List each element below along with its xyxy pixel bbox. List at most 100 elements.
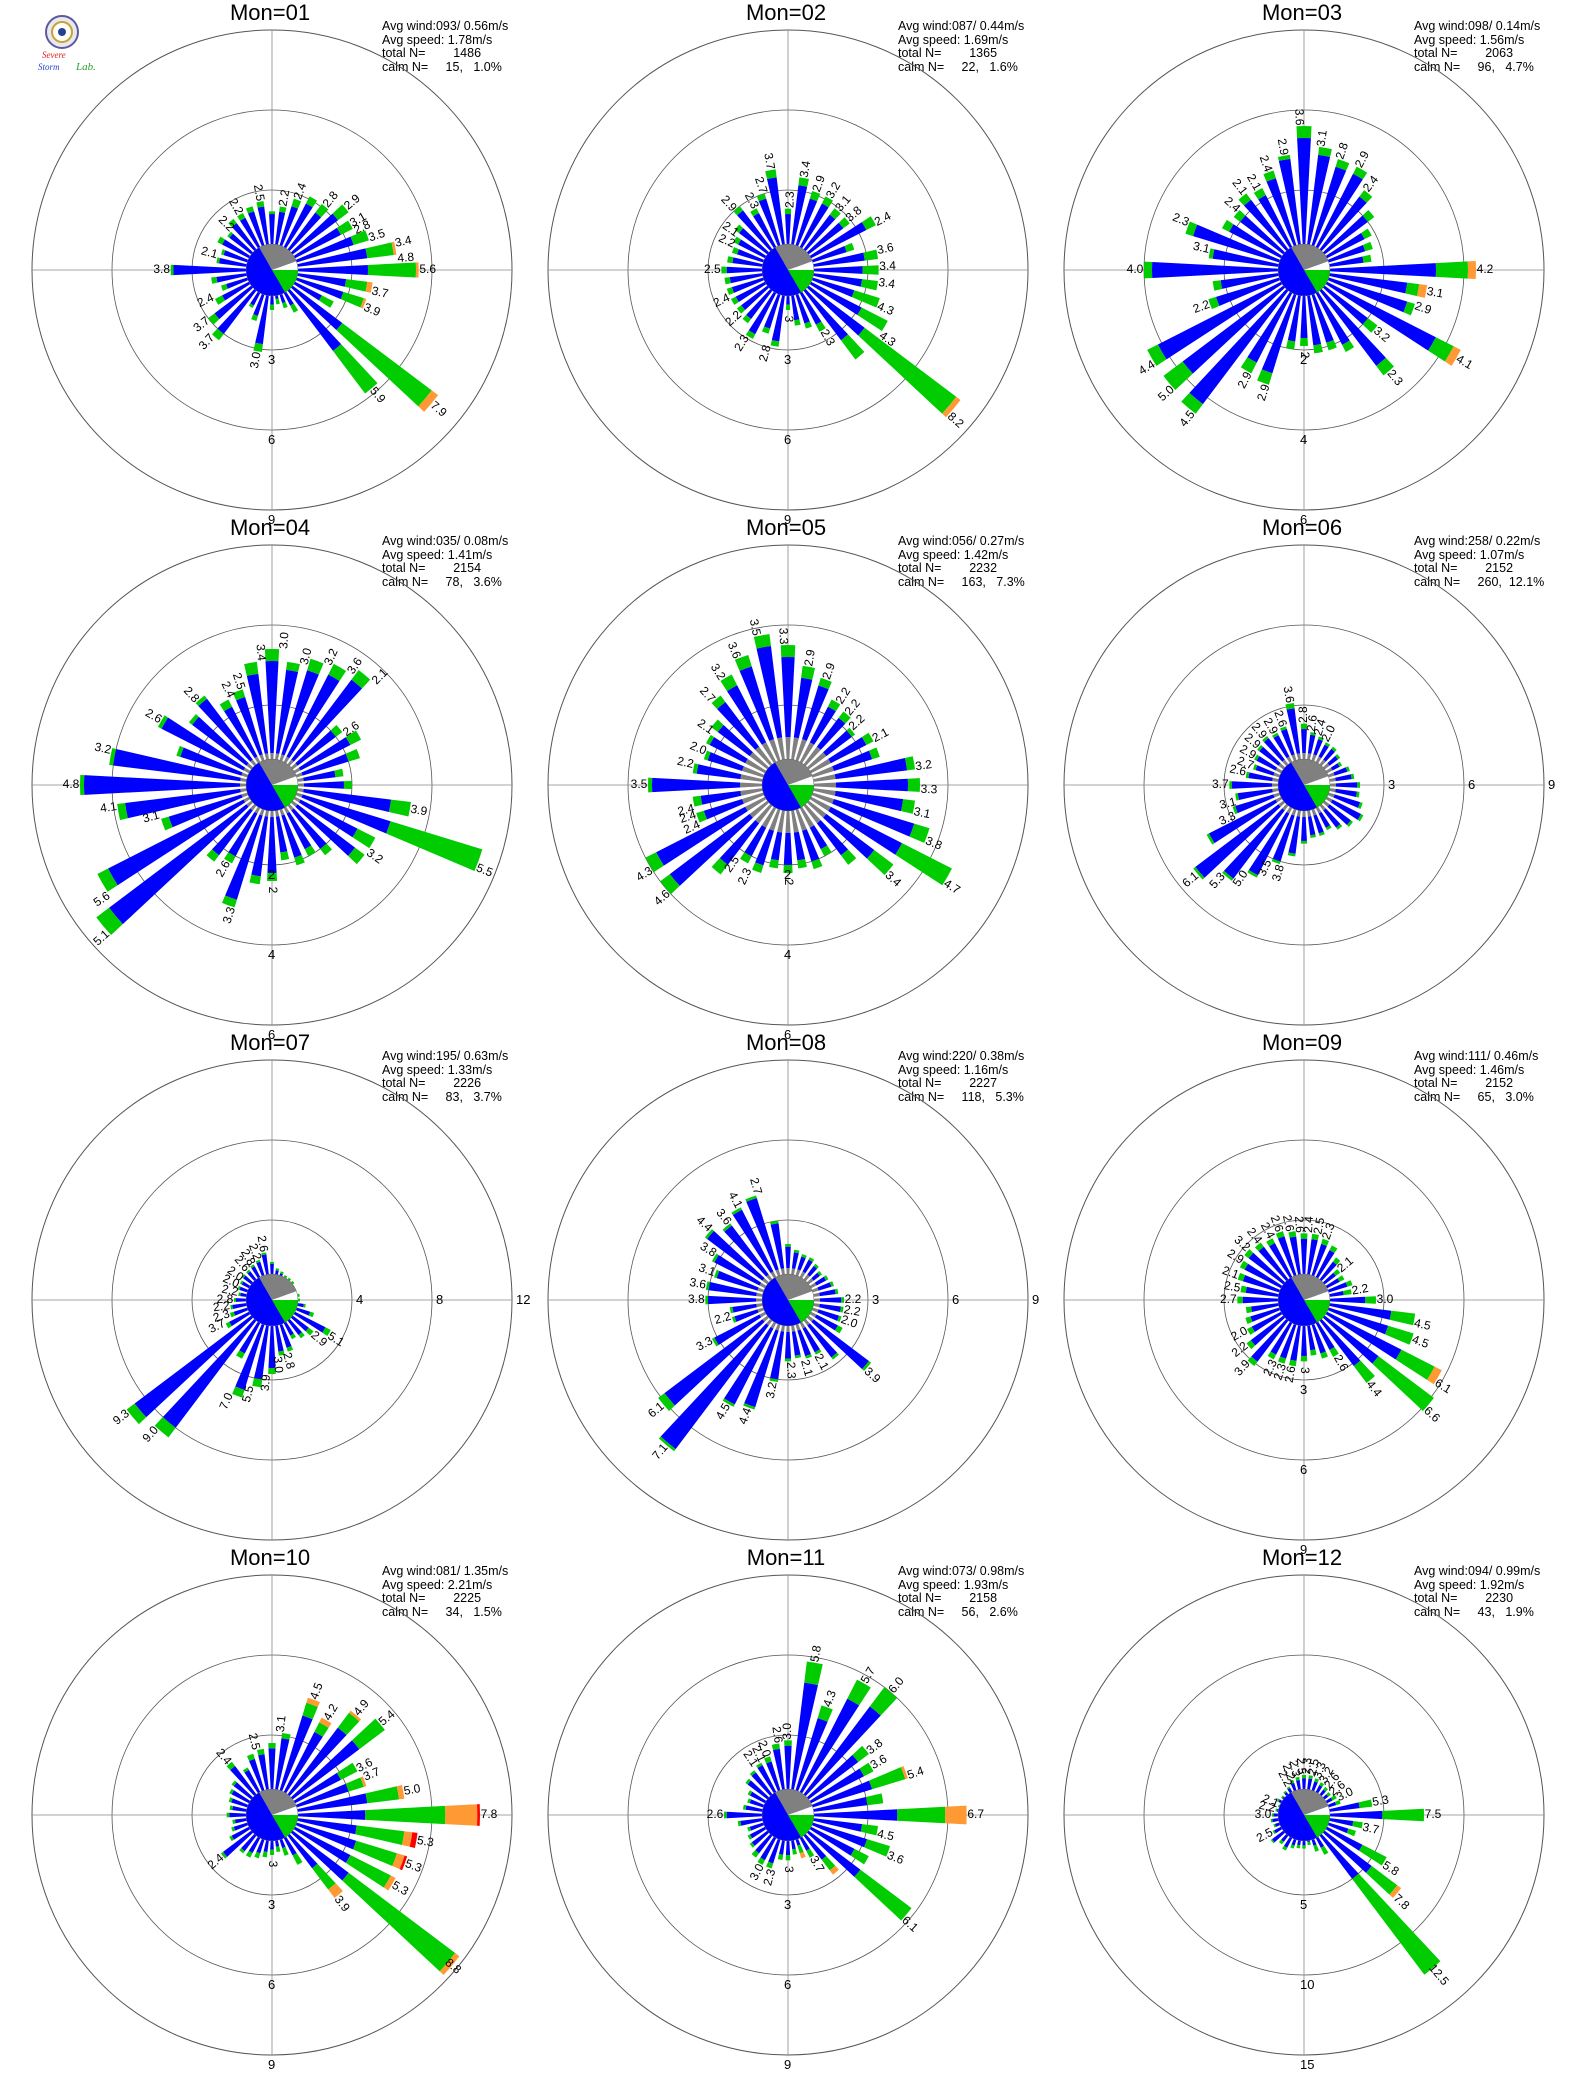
wind-wedge-segment — [1313, 739, 1323, 756]
wind-wedge-segment — [1144, 261, 1153, 279]
wind-wedge-segment — [1286, 1786, 1291, 1790]
wedge-value-label: 2.6 — [1280, 1214, 1297, 1234]
wind-wedge-segment — [275, 669, 299, 754]
avg-speed-line: Avg speed: 2.21m/s — [382, 1577, 493, 1592]
wind-wedge-segment — [817, 1705, 833, 1722]
wind-wedge-segment — [1331, 746, 1337, 752]
wind-rose-panel: Mon=08 Avg wind:220/ 0.38m/s Avg speed: 1.… — [526, 1030, 1046, 1545]
wedge-value-label: 2.7 — [752, 175, 771, 196]
wind-wedge-segment — [281, 1732, 291, 1740]
wind-wedge-segment — [1312, 277, 1368, 325]
wind-wedge-segment — [1362, 254, 1372, 263]
wind-wedge-segment — [1254, 1242, 1264, 1252]
wind-wedge-segment — [1301, 1775, 1307, 1779]
wind-wedge-segment — [295, 730, 336, 766]
wind-wedge-segment — [1326, 339, 1337, 351]
wedge-value-label: 3.2 — [914, 757, 933, 773]
wind-wedge-segment — [1277, 1356, 1287, 1364]
calm-n-line: calm N= 15, 1.0% — [382, 59, 502, 74]
center-pie-blue — [762, 1277, 801, 1326]
wind-wedge-segment — [1270, 1818, 1273, 1823]
ring-label: 2 — [268, 867, 275, 882]
wedge-value-label: 4.8 — [63, 777, 80, 791]
stats-block: Avg wind:111/ 0.46m/s Avg speed: 1.46m/s t… — [1414, 1049, 1538, 1104]
wind-wedge-segment — [1361, 228, 1372, 240]
wind-wedge-segment — [784, 208, 792, 215]
wind-wedge-segment — [799, 1851, 806, 1859]
wind-wedge-segment — [802, 1259, 813, 1274]
wind-wedge-segment — [195, 695, 208, 707]
wind-wedge-segment — [1275, 1808, 1278, 1812]
wind-wedge-segment — [743, 1804, 747, 1810]
wind-wedge-segment — [344, 279, 368, 292]
wind-wedge-segment — [1337, 761, 1343, 767]
wind-wedge-segment — [745, 1195, 757, 1202]
wind-wedge-segment — [664, 1319, 765, 1406]
wind-wedge-segment — [1312, 215, 1368, 263]
wind-wedge-segment — [1403, 301, 1415, 316]
wind-wedge-segment — [399, 1855, 408, 1871]
wind-wedge-segment — [1208, 799, 1278, 844]
wind-wedge-segment — [755, 829, 774, 866]
wind-wedge-segment — [802, 685, 829, 741]
wind-wedge-segment — [1435, 261, 1468, 279]
wind-wedge-segment — [829, 1281, 834, 1287]
wind-wedge-segment — [343, 780, 352, 790]
wind-wedge-segment — [724, 277, 731, 285]
wind-wedge-segment — [274, 1319, 284, 1352]
wind-wedge-segment — [216, 257, 221, 264]
wind-wedge-segment — [1318, 831, 1325, 837]
wind-wedge-segment — [162, 1314, 260, 1428]
wind-wedge-segment — [820, 845, 832, 857]
wind-wedge-segment — [1262, 736, 1269, 743]
wind-rose-chart: 510153.02.22.12.22.22.32.52.32.53.33.22.… — [1063, 1574, 1545, 2072]
wind-wedge-segment — [220, 284, 228, 291]
wind-wedge-segment — [225, 814, 263, 900]
wind-wedge-segment — [328, 1883, 343, 1899]
wind-wedge-segment — [383, 1875, 396, 1891]
wind-wedge-segment — [791, 1331, 801, 1356]
wedge-value-label: 2 — [266, 887, 280, 894]
wind-wedge-segment — [1258, 195, 1299, 260]
wind-wedge-segment — [97, 868, 118, 892]
wind-wedge-segment — [279, 1817, 357, 1850]
wind-wedge-segment — [248, 303, 254, 309]
wind-wedge-segment — [645, 852, 664, 873]
wedge-value-label: 2.4 — [290, 181, 309, 202]
total-n-line: total N= 2232 — [898, 561, 998, 575]
wedge-value-label: 5.0 — [403, 1781, 422, 1798]
ring-label: 15 — [1300, 2057, 1314, 2072]
wind-wedge-segment — [180, 747, 243, 776]
wind-wedge-segment — [275, 298, 280, 305]
wind-wedge-segment — [1353, 1360, 1375, 1384]
wind-wedge-segment — [795, 1780, 873, 1813]
wind-wedge-segment — [1229, 781, 1233, 789]
wind-wedge-segment — [257, 1748, 265, 1756]
wedge-value-label: 5.5 — [474, 860, 495, 879]
panel-title: Mon=08 — [745, 1030, 827, 1055]
wind-wedge-segment — [1280, 726, 1287, 731]
ring-label: 6 — [784, 432, 791, 447]
wind-wedge-segment — [254, 1319, 270, 1380]
wind-wedge-segment — [206, 849, 220, 862]
wind-wedge-segment — [1320, 1845, 1329, 1855]
wind-wedge-segment — [1212, 280, 1223, 291]
wind-wedge-segment — [1345, 766, 1350, 772]
wind-wedge-segment — [1278, 158, 1303, 259]
wind-wedge-segment — [860, 1824, 878, 1836]
center-pie-outline — [761, 1273, 815, 1327]
wind-rose-chart: 3 6 93.72.62.72.92.92.92.92.63.62.82.62.42… — [1063, 544, 1555, 1026]
logo-word-storm: Storm — [38, 62, 60, 72]
wind-wedge-segment — [828, 806, 903, 855]
wind-wedge-segment — [303, 788, 392, 812]
wind-wedge-segment — [832, 799, 915, 837]
wind-wedge-segment — [733, 206, 744, 216]
wind-wedge-segment — [1300, 1238, 1308, 1293]
wind-wedge-segment — [792, 1848, 797, 1855]
wind-wedge-segment — [829, 208, 841, 220]
wedge-value-label: 3 — [1298, 1367, 1312, 1374]
wind-wedge-segment — [236, 1350, 245, 1359]
wind-wedge-segment — [79, 774, 85, 796]
wind-wedge-segment — [1309, 280, 1350, 345]
